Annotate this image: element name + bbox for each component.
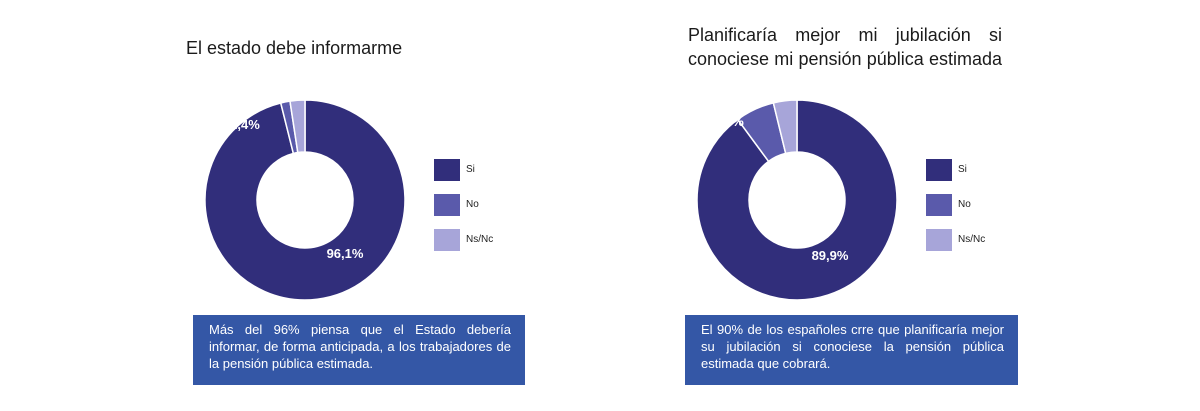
data-label: 6,3% — [668, 134, 698, 149]
legend-swatch — [434, 228, 460, 251]
legend-item: No — [434, 187, 554, 222]
donut-chart: 96,1% 1,5% 2,4% — [172, 99, 406, 301]
legend-label: Si — [466, 164, 475, 175]
legend-swatch — [926, 158, 952, 181]
legend-label: No — [958, 199, 971, 210]
legend-item: Si — [926, 152, 1046, 187]
summary-note: El 90% de los españoles crre que planifi… — [685, 315, 1018, 385]
slice-nsnc — [772, 99, 798, 155]
chart-legend: Si No Ns/Nc — [434, 152, 554, 257]
summary-note: Más del 96% piensa que el Estado debería… — [193, 315, 525, 385]
legend-label: No — [466, 199, 479, 210]
data-label: 2,4% — [230, 117, 260, 132]
chart-title: Planificaría mejor mi jubilación si cono… — [688, 25, 1002, 69]
legend-item: Ns/Nc — [926, 222, 1046, 257]
data-label: 89,9% — [812, 248, 849, 263]
slice-nsnc — [289, 99, 306, 154]
chart-title: El estado debe informarme — [186, 38, 403, 58]
donut-chart: 89,9% 6,3% 3,8% — [668, 99, 898, 301]
legend-label: Si — [958, 164, 967, 175]
legend-swatch — [434, 158, 460, 181]
data-label: 1,5% — [172, 121, 202, 136]
legend-swatch — [926, 193, 952, 216]
chart-panel-right: Planificaría mejor mi jubilación si cono… — [600, 0, 1200, 411]
legend-label: Ns/Nc — [958, 234, 986, 245]
legend-swatch — [434, 193, 460, 216]
slice-si — [204, 99, 406, 301]
legend-swatch — [926, 228, 952, 251]
legend-item: Si — [434, 152, 554, 187]
legend-item: No — [926, 187, 1046, 222]
slice-si — [696, 99, 898, 301]
data-label: 3,8% — [714, 114, 744, 129]
legend-item: Ns/Nc — [434, 222, 554, 257]
legend-label: Ns/Nc — [466, 234, 494, 245]
data-label: 96,1% — [327, 246, 364, 261]
chart-panel-left: El estado debe informarme 96,1% 1,5% 2,4% … — [172, 38, 554, 385]
chart-legend: Si No Ns/Nc — [926, 152, 1046, 257]
